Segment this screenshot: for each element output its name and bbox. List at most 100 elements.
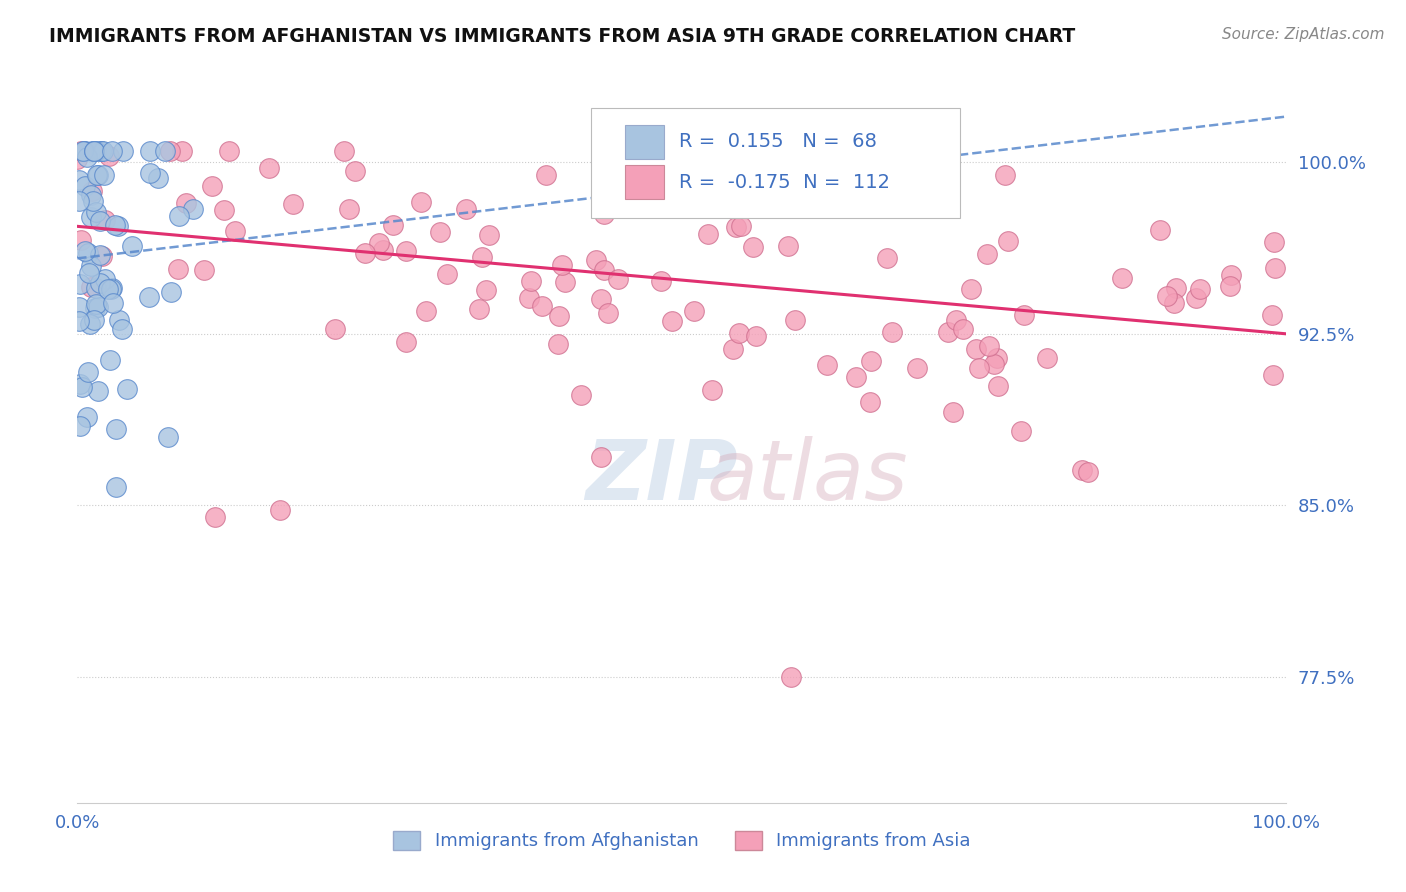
Point [945,312,967,326]
Point [591,450,613,464]
Point [73,144,96,158]
Point [725,219,748,234]
Point [778,238,800,252]
Point [1163,296,1185,310]
Text: atlas: atlas [706,436,908,517]
Point [94,213,117,227]
Point [1036,351,1059,365]
Point [371,243,394,257]
Point [1188,282,1211,296]
Point [108,312,131,326]
Point [84,297,107,311]
Point [104,422,127,436]
Point [98,353,121,368]
Point [1111,271,1133,285]
Point [170,144,193,158]
Point [337,202,360,216]
Point [876,251,898,265]
Point [139,144,162,158]
Point [82,194,104,209]
Point [89,248,111,262]
Point [959,282,981,296]
Point [83,301,105,315]
Point [942,405,965,419]
Point [1260,308,1282,322]
Point [70,144,93,158]
Point [354,246,377,260]
Point [75,244,97,259]
Point [112,144,135,158]
Point [83,312,105,326]
Point [394,244,416,258]
Point [468,301,491,316]
Point [214,203,236,218]
Point [201,178,224,193]
Point [534,168,557,182]
Point [976,247,998,261]
Point [121,239,143,253]
Point [100,281,122,295]
Point [994,169,1017,183]
Point [997,234,1019,248]
Point [91,144,114,158]
Point [67,194,90,209]
Point [683,303,706,318]
Point [323,322,346,336]
Point [84,281,107,295]
Point [76,245,98,260]
Point [1219,268,1241,283]
Point [1011,424,1033,438]
Point [475,284,498,298]
Point [89,276,111,290]
Point [745,329,768,343]
Point [952,322,974,336]
Point [859,354,882,368]
Point [877,178,900,192]
Point [454,202,477,216]
Point [72,144,94,158]
Point [100,282,122,296]
Point [115,382,138,396]
Point [166,262,188,277]
Point [84,204,107,219]
Point [156,430,179,444]
Point [159,144,181,158]
Point [1219,278,1241,293]
Point [520,274,543,288]
Point [411,194,433,209]
Point [728,326,751,341]
Point [721,343,744,357]
Text: ZIP: ZIP [585,436,738,517]
Point [66,152,89,166]
Point [138,290,160,304]
Point [82,184,104,198]
Point [429,225,451,239]
Point [569,388,592,402]
Point [204,509,226,524]
Point [478,227,501,242]
Point [73,144,96,158]
Point [697,227,720,241]
Bar [626,125,664,159]
Y-axis label: 9th Grade: 9th Grade [0,407,8,490]
Point [69,376,91,391]
Point [517,291,540,305]
Point [98,149,121,163]
Point [76,150,98,164]
Point [606,272,628,286]
Point [75,178,97,193]
Point [1184,292,1206,306]
Point [89,213,111,227]
Point [80,144,103,158]
Point [90,144,112,158]
Point [783,313,806,327]
Point [87,169,110,183]
Point [983,357,1005,371]
Point [83,144,105,158]
Text: IMMIGRANTS FROM AFGHANISTAN VS IMMIGRANTS FROM ASIA 9TH GRADE CORRELATION CHART: IMMIGRANTS FROM AFGHANISTAN VS IMMIGRANT… [49,27,1076,45]
Point [193,263,215,277]
Point [1156,288,1178,302]
Point [741,240,763,254]
Point [859,394,882,409]
Point [87,301,110,315]
